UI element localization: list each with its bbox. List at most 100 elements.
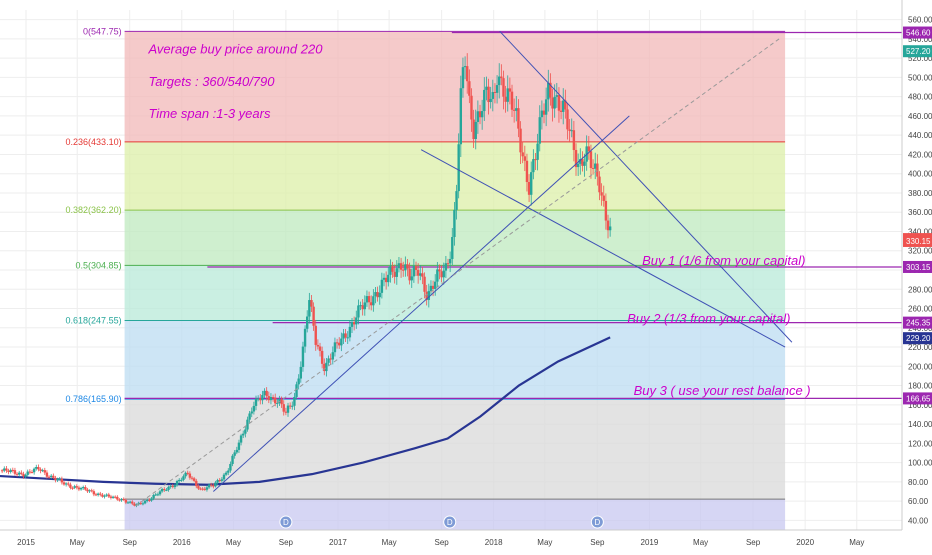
candle-body bbox=[79, 488, 83, 490]
candle-body bbox=[13, 470, 17, 474]
candle-body bbox=[26, 471, 29, 475]
candle-body bbox=[480, 111, 484, 118]
y-tick-label: 380.00 bbox=[908, 189, 932, 198]
x-tick-label: 2015 bbox=[17, 538, 35, 547]
price-label-box bbox=[903, 234, 932, 247]
candle-body bbox=[598, 176, 601, 193]
price-label-box bbox=[903, 260, 932, 273]
price-label-box bbox=[903, 316, 932, 329]
price-label-text: 330.15 bbox=[906, 237, 931, 246]
candle-body bbox=[291, 405, 294, 407]
candle-body bbox=[205, 487, 209, 490]
candle-body bbox=[171, 485, 175, 488]
candle-body bbox=[71, 487, 74, 489]
fib-level-label: 0.618(247.55) bbox=[66, 316, 122, 326]
candle-body bbox=[175, 480, 179, 486]
candle-body bbox=[96, 493, 100, 495]
candle-body bbox=[7, 470, 10, 473]
candle-body bbox=[64, 483, 68, 485]
candle-body bbox=[207, 484, 211, 488]
candle-body bbox=[216, 480, 219, 483]
candle-body bbox=[406, 264, 409, 269]
dividend-marker-label: D bbox=[283, 518, 289, 527]
candle-body bbox=[35, 467, 38, 469]
candle-body bbox=[523, 156, 527, 161]
candle-body bbox=[293, 396, 296, 406]
candle-body bbox=[551, 97, 554, 109]
candle-body bbox=[491, 92, 495, 99]
candle-body bbox=[527, 182, 531, 195]
candle-body bbox=[547, 82, 550, 100]
candle-body bbox=[478, 111, 482, 118]
y-tick-label: 260.00 bbox=[908, 305, 932, 314]
price-label-text: 303.15 bbox=[906, 263, 931, 272]
candle-body bbox=[421, 273, 424, 277]
candle-body bbox=[559, 110, 563, 112]
candle-body bbox=[574, 150, 578, 168]
x-tick-label: May bbox=[693, 538, 708, 547]
candle-body bbox=[203, 488, 207, 490]
y-tick-label: 60.00 bbox=[908, 497, 929, 506]
price-label-box bbox=[903, 45, 932, 58]
candle-body bbox=[244, 429, 247, 434]
x-tick-label: May bbox=[382, 538, 397, 547]
candle-body bbox=[212, 485, 215, 487]
candle-body bbox=[576, 163, 580, 168]
candle-body bbox=[555, 95, 559, 97]
candle-body bbox=[402, 269, 405, 271]
candle-body bbox=[114, 496, 117, 498]
candle-body bbox=[525, 160, 529, 183]
candle-body bbox=[506, 88, 509, 102]
annotation-text: Buy 2 (1/3 from your capital) bbox=[627, 311, 790, 326]
candle-body bbox=[167, 486, 170, 490]
candle-body bbox=[472, 119, 475, 140]
candle-body bbox=[122, 498, 125, 501]
candle-body bbox=[425, 291, 428, 301]
candle-body bbox=[20, 472, 23, 474]
candle-body bbox=[306, 316, 309, 329]
y-tick-label: 200.00 bbox=[908, 362, 932, 371]
candle-body bbox=[470, 95, 473, 120]
candle-body bbox=[453, 209, 456, 238]
candle-body bbox=[188, 473, 192, 478]
candle-body bbox=[404, 264, 407, 271]
annotation-text: Time span :1-3 years bbox=[148, 106, 270, 121]
candle-body bbox=[60, 478, 64, 483]
fib-band bbox=[124, 141, 786, 211]
candle-body bbox=[602, 195, 605, 201]
candle-body bbox=[297, 378, 300, 385]
candle-body bbox=[199, 488, 202, 490]
y-tick-label: 40.00 bbox=[908, 516, 929, 525]
y-tick-label: 480.00 bbox=[908, 93, 932, 102]
candle-body bbox=[146, 499, 149, 501]
candle-body bbox=[131, 501, 134, 504]
candle-body bbox=[239, 435, 243, 443]
candle-body bbox=[500, 76, 503, 79]
candle-body bbox=[320, 350, 324, 364]
time-axis-bg bbox=[0, 530, 932, 550]
candle-body bbox=[182, 476, 185, 480]
candle-body bbox=[15, 473, 19, 475]
y-tick-label: 400.00 bbox=[908, 170, 932, 179]
candle-body bbox=[370, 302, 373, 306]
candle-body bbox=[410, 276, 413, 281]
candle-body bbox=[540, 110, 544, 118]
candle-body bbox=[331, 352, 335, 360]
candle-body bbox=[62, 482, 66, 485]
candle-body bbox=[504, 96, 507, 102]
candle-body bbox=[515, 108, 518, 111]
candle-body bbox=[323, 363, 326, 372]
candle-body bbox=[519, 128, 522, 153]
candle-body bbox=[101, 494, 104, 497]
candle-body bbox=[269, 397, 273, 401]
candle-body bbox=[365, 296, 369, 303]
candle-body bbox=[538, 117, 541, 144]
candle-body bbox=[510, 91, 514, 110]
candle-body bbox=[22, 473, 25, 477]
candle-body bbox=[338, 342, 341, 346]
candle-body bbox=[314, 325, 317, 345]
candle-body bbox=[459, 88, 463, 145]
candle-body bbox=[250, 411, 253, 414]
candle-body bbox=[116, 496, 119, 500]
